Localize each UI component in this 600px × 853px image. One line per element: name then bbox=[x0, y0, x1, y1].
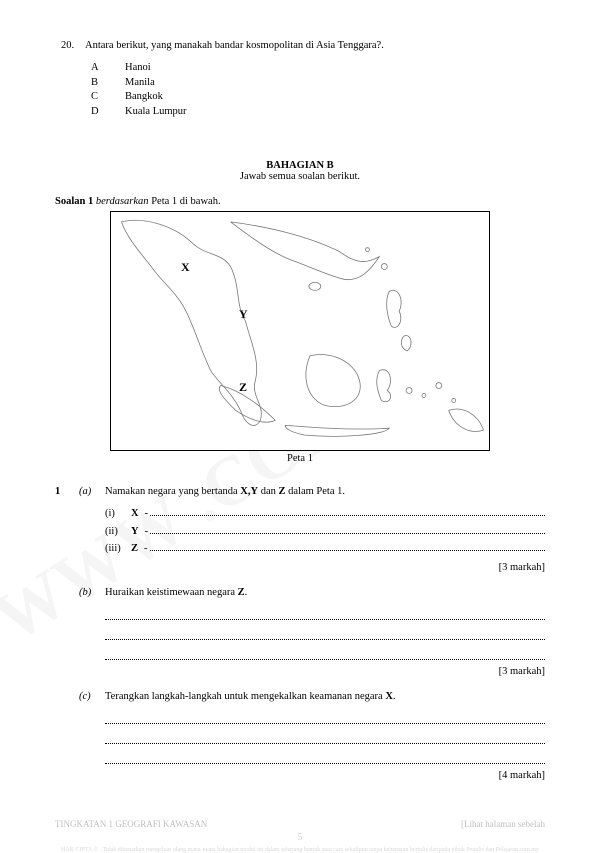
page-footer: TINGKATAN 1 GEOGRAFI KAWASAN [Lihat hala… bbox=[55, 819, 545, 829]
sub-item-ii: (ii) Y - bbox=[105, 523, 545, 541]
soalan-ital: berdasarkan bbox=[96, 196, 149, 207]
var-letter: X bbox=[131, 505, 139, 523]
option-b: B Manila bbox=[91, 76, 545, 91]
option-letter: A bbox=[91, 61, 125, 76]
map-label-z: Z bbox=[239, 380, 247, 395]
section-b-title: BAHAGIAN B bbox=[55, 160, 545, 171]
question-20-options: A Hanoi B Manila C Bangkok D Kuala Lumpu… bbox=[91, 61, 545, 120]
txt: Huraikan keistimewaan negara bbox=[105, 587, 238, 598]
question-1a: (a) Namakan negara yang bertanda X,Y dan… bbox=[79, 486, 545, 574]
question-1b: (b) Huraikan keistimewaan negara Z. [3 m… bbox=[79, 587, 545, 677]
section-b-header: BAHAGIAN B Jawab semua soalan berikut. bbox=[55, 160, 545, 182]
answer-line[interactable] bbox=[105, 710, 545, 724]
marks-1b: [3 markah] bbox=[79, 666, 545, 677]
part-letter: (a) bbox=[79, 486, 105, 497]
txt-bold: X bbox=[385, 691, 393, 702]
answer-line[interactable] bbox=[105, 646, 545, 660]
question-20-number: 20. bbox=[55, 40, 85, 51]
map-caption: Peta 1 bbox=[55, 453, 545, 464]
var-letter: Y bbox=[131, 523, 139, 541]
marks-1c: [4 markah] bbox=[79, 770, 545, 781]
answer-line[interactable] bbox=[150, 542, 545, 551]
option-c: C Bangkok bbox=[91, 90, 545, 105]
answer-line[interactable] bbox=[105, 730, 545, 744]
question-1-number: 1 bbox=[55, 486, 79, 796]
option-text: Bangkok bbox=[125, 90, 163, 105]
txt: Terangkan langkah-langkah untuk mengekal… bbox=[105, 691, 385, 702]
option-letter: C bbox=[91, 90, 125, 105]
roman: (i) bbox=[105, 505, 131, 523]
footer-left: TINGKATAN 1 GEOGRAFI KAWASAN bbox=[55, 819, 207, 829]
map-label-y: Y bbox=[239, 307, 248, 322]
part-letter: (c) bbox=[79, 691, 105, 702]
map-peta-1: X Y Z bbox=[110, 211, 490, 451]
part-1b-text: Huraikan keistimewaan negara Z. bbox=[105, 587, 545, 598]
question-1: 1 (a) Namakan negara yang bertanda X,Y d… bbox=[55, 486, 545, 796]
soalan-1-intro: Soalan 1 berdasarkan Peta 1 di bawah. bbox=[55, 196, 545, 207]
txt-bold: X,Y bbox=[240, 486, 258, 497]
answer-line[interactable] bbox=[105, 626, 545, 640]
copyright-line: HAK CIPTA © . Tidak dibenarkan mengeluar… bbox=[0, 847, 600, 853]
answer-line[interactable] bbox=[150, 524, 545, 533]
txt: Namakan negara yang bertanda bbox=[105, 486, 240, 497]
option-letter: B bbox=[91, 76, 125, 91]
part-1a-text: Namakan negara yang bertanda X,Y dan Z d… bbox=[105, 486, 545, 497]
marks-1a: [3 markah] bbox=[79, 562, 545, 573]
var-letter: Z bbox=[131, 540, 138, 558]
sub-item-iii: (iii) Z - bbox=[105, 540, 545, 558]
soalan-suffix: Peta 1 di bawah. bbox=[149, 196, 221, 207]
answer-line[interactable] bbox=[105, 606, 545, 620]
sub-item-i: (i) X - bbox=[105, 505, 545, 523]
dash: - bbox=[145, 523, 149, 541]
answer-line[interactable] bbox=[105, 750, 545, 764]
txt: . bbox=[393, 691, 396, 702]
option-a: A Hanoi bbox=[91, 61, 545, 76]
section-b-instruction: Jawab semua soalan berikut. bbox=[55, 171, 545, 182]
option-d: D Kuala Lumpur bbox=[91, 105, 545, 120]
part-1c-text: Terangkan langkah-langkah untuk mengekal… bbox=[105, 691, 545, 702]
question-20: 20. Antara berikut, yang manakah bandar … bbox=[55, 40, 545, 51]
option-text: Hanoi bbox=[125, 61, 151, 76]
roman: (iii) bbox=[105, 540, 131, 558]
answer-line[interactable] bbox=[150, 506, 545, 515]
roman: (ii) bbox=[105, 523, 131, 541]
txt: . bbox=[245, 587, 248, 598]
soalan-prefix: Soalan 1 bbox=[55, 196, 96, 207]
question-1c: (c) Terangkan langkah-langkah untuk meng… bbox=[79, 691, 545, 781]
dash: - bbox=[145, 505, 149, 523]
question-20-text: Antara berikut, yang manakah bandar kosm… bbox=[85, 40, 384, 51]
dash: - bbox=[144, 540, 148, 558]
map-svg bbox=[111, 212, 489, 450]
txt: dan bbox=[258, 486, 278, 497]
footer-right: [Lihat halaman sebelah bbox=[461, 819, 545, 829]
txt: dalam Peta 1. bbox=[286, 486, 345, 497]
option-text: Kuala Lumpur bbox=[125, 105, 187, 120]
txt-bold: Z bbox=[238, 587, 245, 598]
option-text: Manila bbox=[125, 76, 155, 91]
txt-bold: Z bbox=[278, 486, 285, 497]
part-letter: (b) bbox=[79, 587, 105, 598]
option-letter: D bbox=[91, 105, 125, 120]
map-label-x: X bbox=[181, 260, 190, 275]
page-number: 5 bbox=[0, 832, 600, 843]
